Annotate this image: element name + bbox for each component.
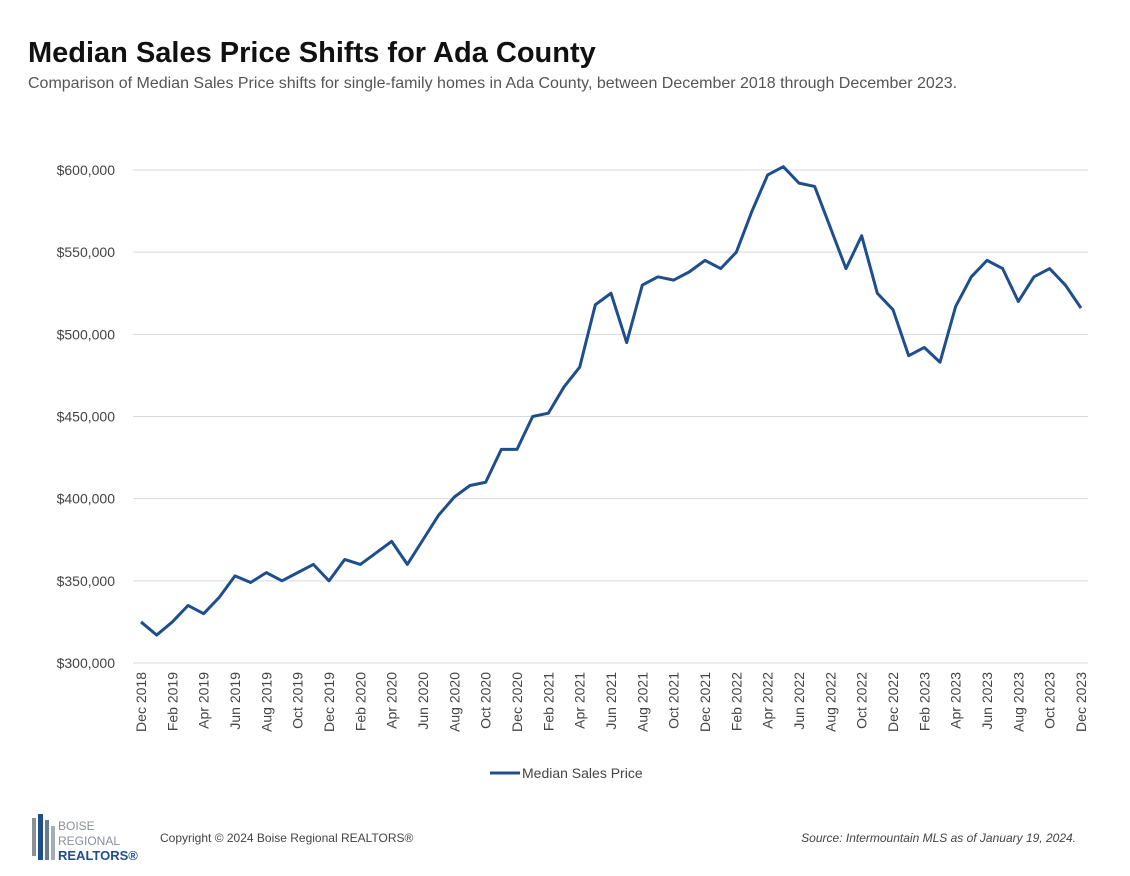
x-tick-label: Apr 2022 (760, 672, 776, 729)
x-tick-label: Dec 2021 (697, 672, 713, 732)
y-tick-label: $350,000 (57, 573, 116, 589)
x-tick-label: Jun 2020 (415, 672, 431, 730)
x-tick-label: Apr 2020 (384, 672, 400, 729)
chart-title: Median Sales Price Shifts for Ada County (28, 37, 596, 69)
x-tick-label: Oct 2020 (478, 672, 494, 729)
x-tick-label: Apr 2019 (196, 672, 212, 729)
logo-bar (38, 814, 43, 860)
x-tick-label: Apr 2023 (948, 672, 964, 729)
x-tick-label: Feb 2019 (164, 672, 180, 731)
y-tick-label: $600,000 (57, 162, 116, 178)
data-line (140, 165, 1083, 637)
x-tick-label: Aug 2023 (1010, 672, 1026, 732)
source: Source: Intermountain MLS as of January … (801, 831, 1076, 845)
y-tick-label: $300,000 (57, 655, 116, 671)
x-tick-label: Oct 2021 (666, 672, 682, 729)
logo-text: BOISE (58, 819, 95, 833)
x-tick-label: Apr 2021 (572, 672, 588, 729)
x-tick-label: Feb 2020 (352, 672, 368, 731)
logo-text: REGIONAL (58, 834, 120, 848)
x-tick-label: Oct 2022 (854, 672, 870, 729)
x-tick-label: Oct 2019 (290, 672, 306, 729)
x-tick-label: Dec 2020 (509, 672, 525, 732)
y-tick-label: $500,000 (57, 326, 116, 342)
logo: BOISE REGIONAL REALTORS® (32, 814, 138, 863)
x-tick-label: Jun 2019 (227, 672, 243, 730)
x-tick-label: Dec 2023 (1073, 672, 1089, 732)
x-tick-label: Aug 2021 (634, 672, 650, 732)
copyright: Copyright © 2024 Boise Regional REALTORS… (160, 831, 414, 845)
x-tick-label: Aug 2019 (258, 672, 274, 732)
x-tick-label: Dec 2018 (133, 672, 149, 732)
y-tick-label: $450,000 (57, 409, 116, 425)
x-tick-label: Aug 2022 (822, 672, 838, 732)
logo-bar (51, 826, 55, 860)
legend-label: Median Sales Price (522, 765, 643, 781)
logo-bar (45, 820, 49, 860)
x-tick-label: Jun 2023 (979, 672, 995, 730)
logo-bar (32, 818, 36, 856)
x-tick-label: Jun 2021 (603, 672, 619, 730)
x-tick-label: Dec 2019 (321, 672, 337, 732)
x-tick-label: Feb 2022 (728, 672, 744, 731)
x-tick-label: Dec 2022 (885, 672, 901, 732)
x-tick-label: Jun 2022 (791, 672, 807, 730)
x-tick-label: Oct 2023 (1042, 672, 1058, 729)
y-tick-label: $400,000 (57, 491, 116, 507)
chart-subtitle: Comparison of Median Sales Price shifts … (28, 75, 957, 92)
logo-text: REALTORS® (58, 848, 138, 863)
x-tick-label: Feb 2021 (540, 672, 556, 731)
y-tick-label: $550,000 (57, 244, 116, 260)
x-tick-label: Aug 2020 (446, 672, 462, 732)
x-tick-label: Feb 2023 (916, 672, 932, 731)
